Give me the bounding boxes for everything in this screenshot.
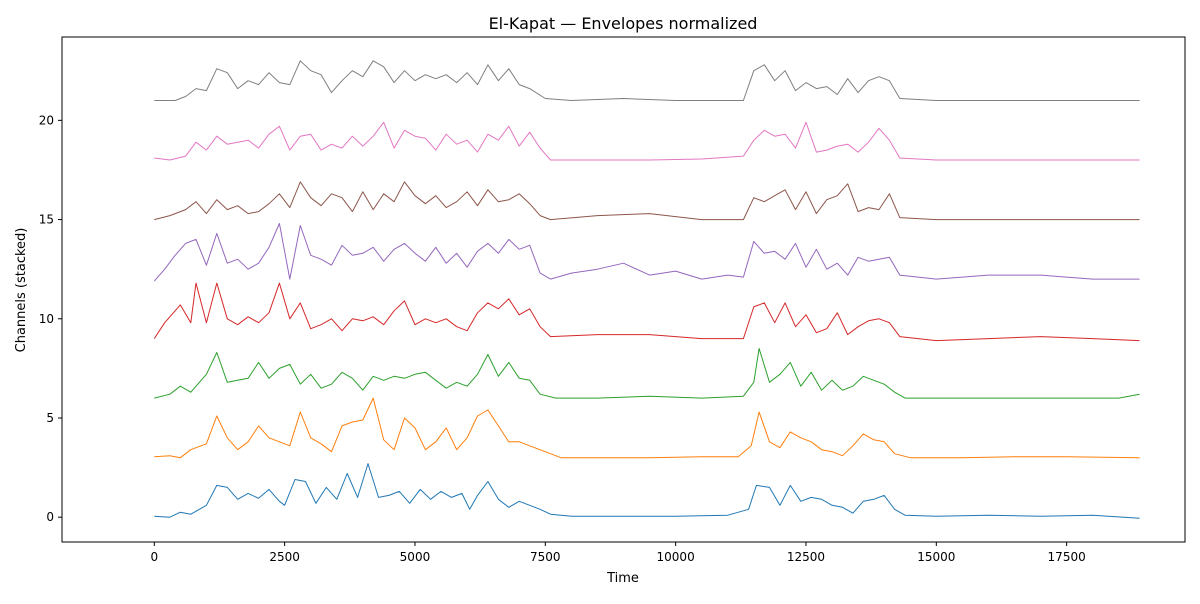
y-axis-label: Channels (stacked) xyxy=(14,228,29,353)
x-tick-label: 5000 xyxy=(400,550,431,564)
x-tick-label: 12500 xyxy=(787,550,825,564)
series-line-7 xyxy=(154,121,1140,161)
plot-frame xyxy=(61,36,1186,543)
y-tick-label: 0 xyxy=(46,510,54,524)
y-tick-label: 5 xyxy=(46,411,54,425)
x-tick-label: 10000 xyxy=(657,550,695,564)
x-tick-label: 7500 xyxy=(530,550,561,564)
y-tick-label: 15 xyxy=(39,213,54,227)
series-line-2 xyxy=(154,397,1140,459)
y-tick-label: 10 xyxy=(39,312,54,326)
x-axis-ticks: 0 2500 5000 7500 10000 12500 15000 17500 xyxy=(150,542,1086,564)
y-axis-ticks: 0 5 10 15 20 xyxy=(39,113,62,524)
series-line-1 xyxy=(154,463,1140,519)
x-tick-label: 0 xyxy=(150,550,158,564)
series-layer xyxy=(153,60,1140,519)
series-line-8 xyxy=(154,60,1140,101)
x-axis-label: Time xyxy=(606,571,639,586)
series-line-3 xyxy=(154,348,1140,399)
chart-title: El-Kapat — Envelopes normalized xyxy=(489,14,758,33)
series-line-6 xyxy=(154,181,1140,221)
x-tick-label: 2500 xyxy=(269,550,300,564)
series-line-5 xyxy=(153,223,1140,282)
x-tick-label: 17500 xyxy=(1048,550,1086,564)
y-tick-label: 20 xyxy=(39,113,54,127)
x-tick-label: 15000 xyxy=(917,550,955,564)
series-line-4 xyxy=(153,282,1140,342)
